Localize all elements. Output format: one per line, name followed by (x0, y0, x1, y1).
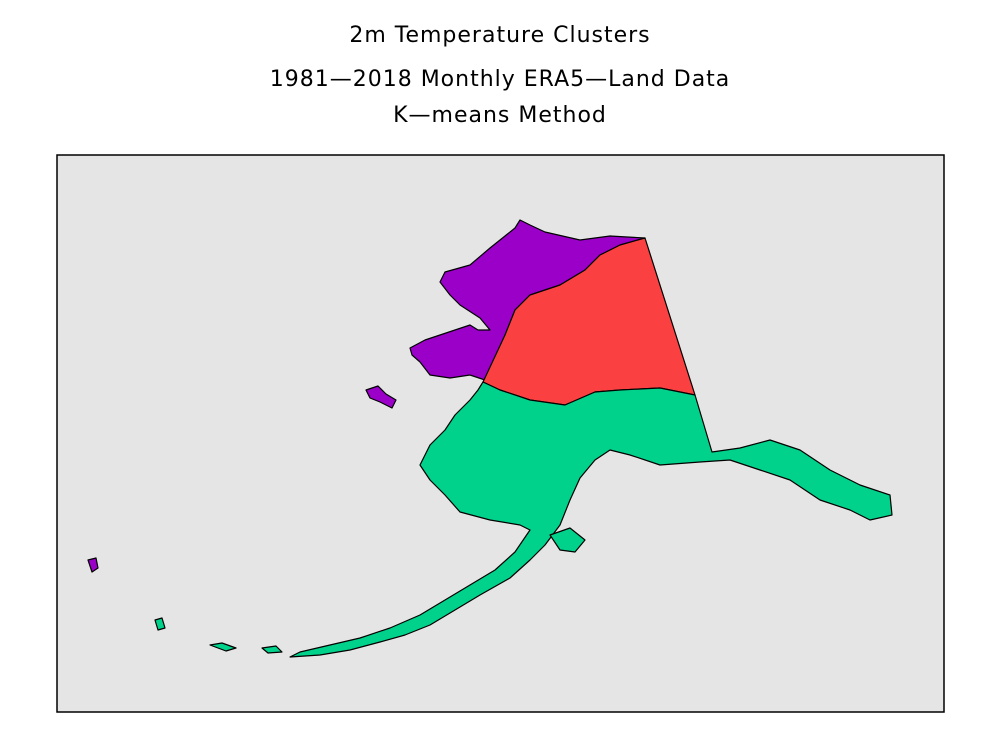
island (209, 642, 237, 652)
title: 2m Temperature Clusters (349, 23, 650, 48)
island (261, 645, 283, 654)
cluster-green (289, 381, 893, 658)
subtitle: 1981—2018 Monthly ERA5—Land Data (270, 67, 731, 92)
island (154, 617, 166, 631)
method-label: K—means Method (393, 103, 607, 128)
alaska-clusters (87, 219, 893, 658)
island (87, 557, 99, 573)
island (365, 385, 397, 409)
island (549, 527, 586, 553)
cluster-purple (409, 219, 646, 381)
